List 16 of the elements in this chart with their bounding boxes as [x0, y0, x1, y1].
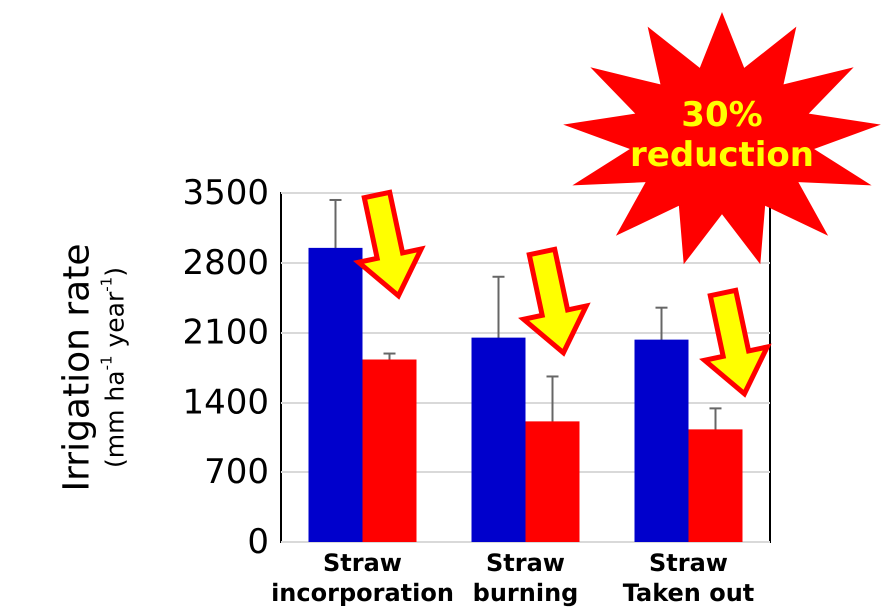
bar: [688, 429, 742, 542]
x-tick-label: Straw incorporation: [271, 549, 454, 607]
x-tick-label: Straw burning: [472, 549, 578, 607]
y-tick-label: 3500: [182, 173, 269, 213]
y-tick-label: 2800: [182, 242, 269, 283]
bar: [526, 421, 580, 542]
bar: [472, 338, 526, 542]
x-tick-label: Straw Taken out: [622, 549, 754, 607]
y-tick-label: 2100: [182, 312, 269, 353]
bar: [308, 248, 362, 542]
y-tick-label: 0: [247, 522, 269, 562]
text: 30% reduction: [630, 95, 814, 175]
y-tick-label: 700: [204, 452, 269, 492]
bar: [634, 340, 688, 542]
y-tick-label: 1400: [182, 382, 269, 422]
bar: [362, 360, 416, 542]
